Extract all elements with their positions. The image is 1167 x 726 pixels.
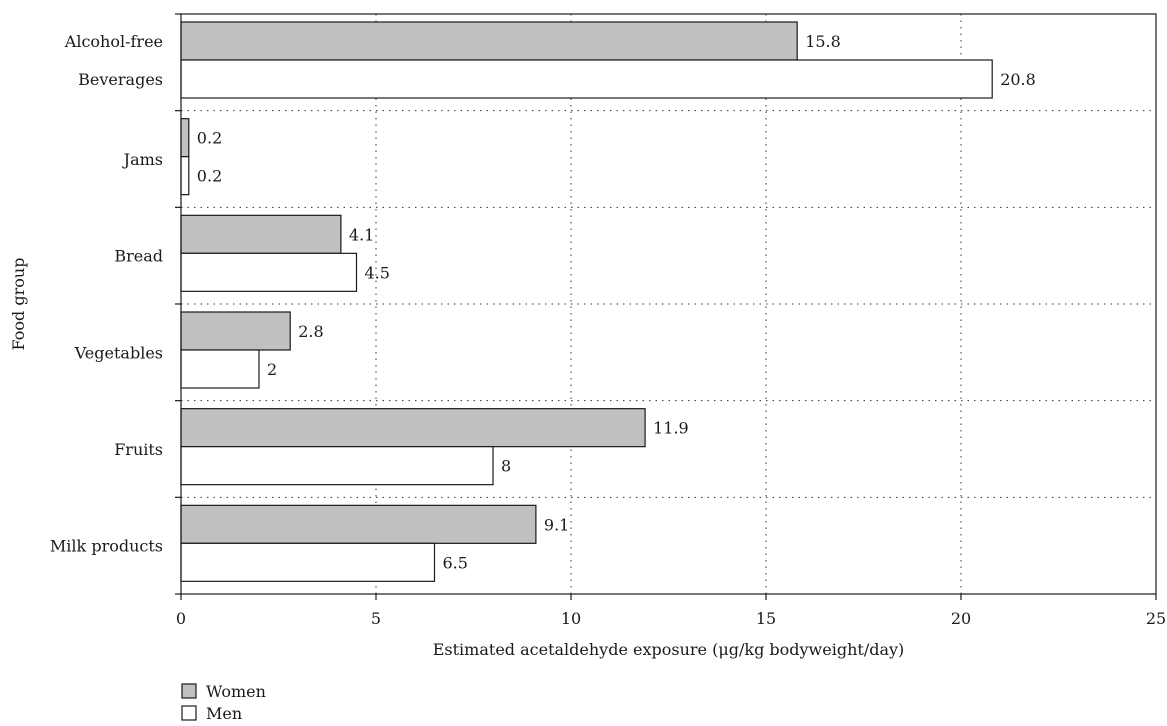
data-label: 0.2: [197, 129, 222, 148]
x-tick-label: 25: [1146, 609, 1166, 628]
axes: [175, 13, 1157, 600]
category-label: Milk products: [50, 537, 163, 556]
category-label: Jams: [122, 150, 163, 169]
grid: [181, 14, 1156, 594]
data-label: 6.5: [443, 553, 468, 572]
bar-men: [180, 156, 190, 196]
x-tick-label: 10: [561, 609, 581, 628]
category-label: Alcohol-free: [64, 32, 163, 51]
data-label: 0.2: [197, 167, 222, 186]
plot-frame: [180, 13, 1157, 595]
bar-women: [180, 408, 646, 448]
bar-women: [180, 118, 190, 158]
legend-label: Women: [206, 682, 266, 701]
bar-men: [180, 59, 993, 99]
y-axis-title: Food group: [9, 258, 28, 351]
x-tick-label: 15: [756, 609, 776, 628]
data-label: 15.8: [805, 32, 841, 51]
data-label: 2.8: [298, 322, 323, 341]
data-label: 9.1: [544, 515, 569, 534]
x-tick-label: 20: [951, 609, 971, 628]
data-label: 8: [501, 457, 511, 476]
data-label: 20.8: [1000, 70, 1036, 89]
bar-men: [180, 349, 260, 389]
bar-women: [180, 21, 798, 61]
legend-swatch: [181, 705, 197, 721]
category-label: Fruits: [114, 440, 163, 459]
bar-women: [180, 214, 342, 254]
bar-women: [180, 504, 537, 544]
legend: Women Men: [181, 682, 266, 723]
bar-men: [180, 252, 358, 292]
x-tick-label: 5: [371, 609, 381, 628]
bar-men: [180, 542, 436, 582]
data-label: 2: [267, 360, 277, 379]
data-label: 11.9: [653, 419, 689, 438]
x-axis-title: Estimated acetaldehyde exposure (μg/kg b…: [433, 640, 905, 659]
legend-label: Men: [206, 704, 242, 723]
category-label: Bread: [114, 247, 163, 266]
bar-men: [180, 446, 494, 486]
category-label: Beverages: [78, 70, 163, 89]
category-label: Vegetables: [74, 343, 163, 362]
x-tick-label: 0: [176, 609, 186, 628]
labels: 15.8 20.8 Alcohol-free Beverages 0.2 0.2 Jams 4…: [50, 32, 1166, 628]
data-label: 4.1: [349, 225, 374, 244]
bar-women: [180, 311, 291, 351]
data-label: 4.5: [365, 263, 390, 282]
legend-swatch: [181, 683, 197, 699]
